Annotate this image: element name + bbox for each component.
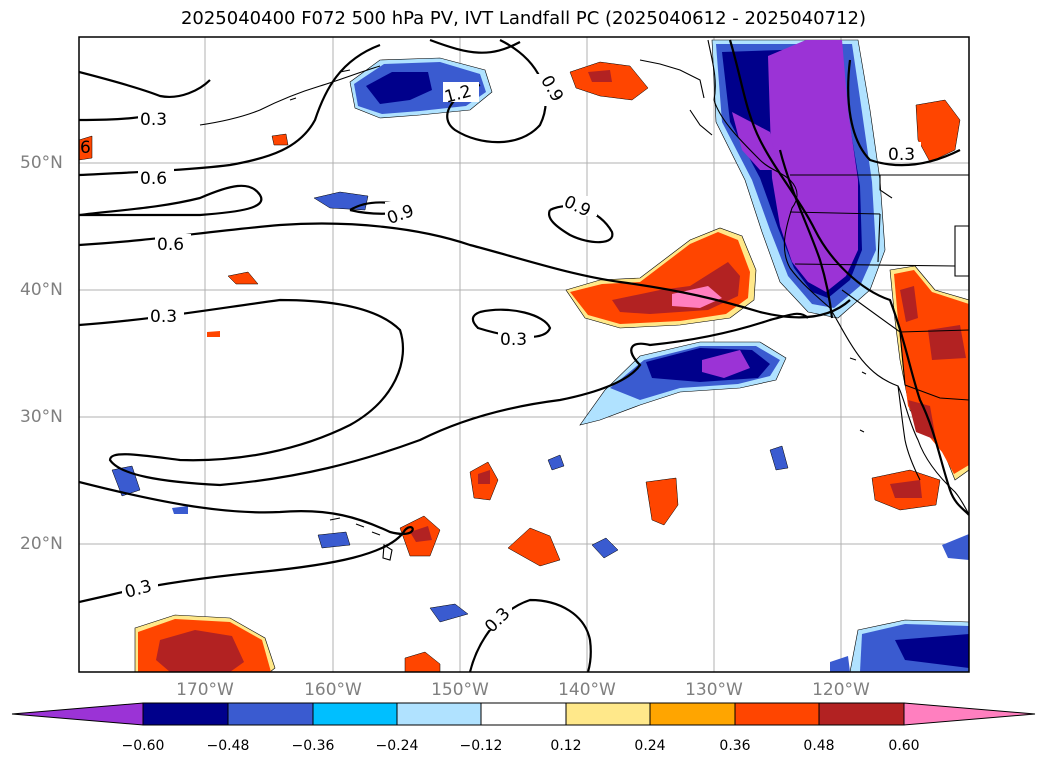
contour-06 — [79, 222, 851, 319]
colorbar-tick: −0.36 — [291, 738, 335, 754]
colorbar-segment — [734, 702, 820, 726]
border-state-2 — [789, 211, 881, 215]
islands-ca-channel — [849, 357, 867, 433]
colorbar-tick: 0.60 — [888, 738, 920, 754]
colorbar-tick: −0.60 — [121, 738, 165, 754]
islands-aleutian — [199, 65, 381, 126]
fill-negative-small — [111, 191, 850, 672]
border-us-mexico — [904, 384, 969, 401]
contour-03-large — [79, 298, 809, 487]
border-state-3 — [794, 263, 956, 267]
coast-bc-alaska — [707, 39, 969, 515]
fill-negative-se — [849, 534, 969, 672]
colorbar-segment — [312, 702, 398, 726]
lon-label: 150°W — [431, 680, 489, 700]
colorbar-tick: 0.48 — [803, 738, 835, 754]
pv-contours — [79, 38, 969, 672]
lat-label: 50°N — [20, 153, 63, 173]
border-state-7 — [954, 225, 969, 277]
colorbar-tick: −0.48 — [206, 738, 250, 754]
lat-label: 40°N — [20, 280, 63, 300]
fill-positive-east — [871, 99, 969, 511]
colorbar-tick: −0.12 — [459, 738, 503, 754]
map-title: 2025040400 F072 500 hPa PV, IVT Landfall… — [180, 8, 867, 29]
colorbar-segment — [565, 702, 651, 726]
fill-negative-central — [579, 341, 787, 426]
border-state-6 — [899, 331, 906, 386]
lon-label: 120°W — [812, 680, 870, 700]
coast-baja — [897, 385, 921, 481]
colorbar-tick: −0.24 — [375, 738, 419, 754]
fill-negative-westcoast — [711, 39, 886, 319]
contour-03-south — [79, 480, 414, 604]
contour-label: 0.6 — [157, 235, 184, 255]
colorbar-tick: 0.24 — [634, 738, 666, 754]
contour-label-edge: 6 — [80, 138, 91, 158]
lon-label: 160°W — [304, 680, 362, 700]
fill-positive-sw — [134, 614, 276, 672]
plot-frame — [78, 36, 970, 673]
fill-positive-main — [565, 227, 757, 329]
contour-labels: 0.3 1.2 0.9 0.3 0.6 0.9 0.9 0.6 0.3 0.3 … — [80, 72, 921, 637]
contour-label: 0.3 — [140, 110, 167, 130]
colorbar — [11, 702, 1036, 726]
contour-label: 0.3 — [888, 145, 915, 165]
lon-label: 130°W — [685, 680, 743, 700]
contour-03-southloop — [468, 598, 592, 672]
islands-bc — [639, 59, 713, 136]
coastlines — [199, 39, 969, 561]
contour-label: 0.6 — [140, 169, 167, 189]
lat-label: 20°N — [20, 534, 63, 554]
colorbar-segment — [142, 702, 229, 726]
colorbar-tick: 0.12 — [550, 738, 582, 754]
contour-03-nwtop — [79, 70, 211, 98]
colorbar-segment — [396, 702, 482, 726]
lat-label: 30°N — [20, 407, 63, 427]
colorbar-segment — [480, 702, 567, 726]
contour-label: 0.3 — [500, 330, 527, 350]
fill-positive-small — [79, 61, 679, 672]
contour-label: 0.3 — [150, 307, 177, 327]
contour-09-loop — [429, 38, 521, 54]
colorbar-tick: 0.36 — [719, 738, 751, 754]
contour-westcoast-2 — [847, 59, 961, 167]
border-state-1 — [879, 175, 893, 199]
contour-westcoast — [728, 39, 969, 516]
contour-09-mid — [79, 184, 263, 217]
islands-hawaii — [329, 517, 393, 561]
border-state-4 — [877, 213, 881, 263]
colorbar-segment — [649, 702, 736, 726]
colorbar-extend-left — [11, 702, 144, 726]
contour-09-north — [79, 43, 381, 177]
colorbar-segment — [818, 702, 905, 726]
colorbar-extend-right — [903, 702, 1036, 726]
contour-ca-inner — [778, 149, 834, 319]
lon-label: 140°W — [558, 680, 616, 700]
lon-label: 170°W — [176, 680, 234, 700]
colorbar-segment — [227, 702, 314, 726]
